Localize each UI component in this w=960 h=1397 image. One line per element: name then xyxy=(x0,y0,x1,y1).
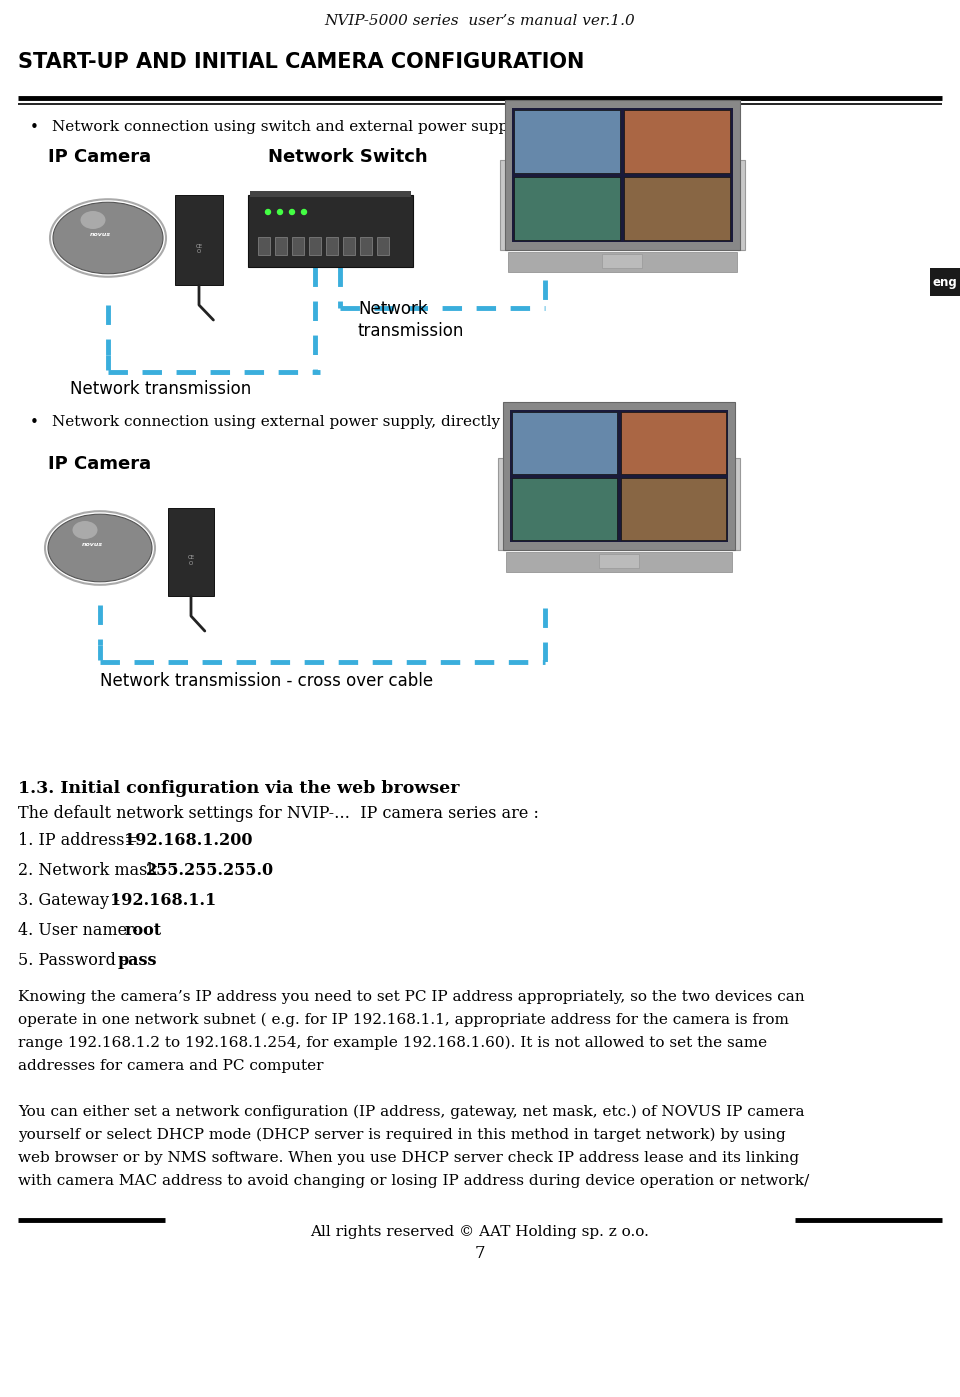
Text: 192.168.1.200: 192.168.1.200 xyxy=(125,833,253,849)
Bar xyxy=(248,196,413,267)
Text: All rights reserved © AAT Holding sp. z o.o.: All rights reserved © AAT Holding sp. z … xyxy=(311,1225,649,1239)
Text: Network Switch: Network Switch xyxy=(268,148,427,166)
Text: Knowing the camera’s IP address you need to set PC IP address appropriately, so : Knowing the camera’s IP address you need… xyxy=(18,990,804,1004)
Ellipse shape xyxy=(81,211,106,229)
Text: 255.255.255.0: 255.255.255.0 xyxy=(146,862,274,879)
Text: Network
transmission: Network transmission xyxy=(358,300,465,341)
Bar xyxy=(506,552,732,571)
Bar xyxy=(599,555,639,569)
Text: operate in one network subnet ( e.g. for IP 192.168.1.1, appropriate address for: operate in one network subnet ( e.g. for… xyxy=(18,1013,789,1027)
Text: CE
O: CE O xyxy=(187,556,195,566)
Text: novus: novus xyxy=(89,232,110,237)
Bar xyxy=(326,237,338,256)
Bar xyxy=(512,412,617,474)
Text: The default network settings for NVIP-…  IP camera series are :: The default network settings for NVIP-… … xyxy=(18,805,539,821)
Text: 4. User name -: 4. User name - xyxy=(18,922,143,939)
Text: •: • xyxy=(30,120,38,136)
Bar xyxy=(309,237,321,256)
Bar xyxy=(168,509,214,597)
Circle shape xyxy=(301,210,306,215)
Text: IP Camera: IP Camera xyxy=(48,455,151,474)
Text: •: • xyxy=(30,415,38,430)
Bar xyxy=(514,110,620,173)
Bar xyxy=(292,237,304,256)
Text: web browser or by NMS software. When you use DHCP server check IP address lease : web browser or by NMS software. When you… xyxy=(18,1151,799,1165)
Circle shape xyxy=(277,210,282,215)
Text: novus: novus xyxy=(82,542,103,548)
Ellipse shape xyxy=(73,521,98,539)
Text: 2. Network mask -: 2. Network mask - xyxy=(18,862,173,879)
Bar xyxy=(275,237,287,256)
Text: Computer: Computer xyxy=(612,455,711,474)
Bar xyxy=(343,237,355,256)
Bar xyxy=(624,110,730,173)
Bar xyxy=(250,191,411,197)
Text: CE
O: CE O xyxy=(196,243,203,254)
Text: eng: eng xyxy=(932,277,957,289)
Text: Computer: Computer xyxy=(612,148,711,166)
Bar xyxy=(70,542,130,557)
Polygon shape xyxy=(503,402,735,550)
Text: yourself or select DHCP mode (DHCP server is required in this method in target n: yourself or select DHCP mode (DHCP serve… xyxy=(18,1127,785,1143)
Bar xyxy=(508,251,737,272)
Ellipse shape xyxy=(53,203,163,274)
Circle shape xyxy=(290,210,295,215)
Text: START-UP AND INITIAL CAMERA CONFIGURATION: START-UP AND INITIAL CAMERA CONFIGURATIO… xyxy=(18,52,585,73)
Bar xyxy=(78,232,138,249)
Bar xyxy=(510,409,728,542)
Bar xyxy=(512,478,617,541)
Text: Network connection using switch and external power supply.: Network connection using switch and exte… xyxy=(52,120,524,134)
Ellipse shape xyxy=(48,514,152,581)
Bar xyxy=(514,177,620,240)
Text: NVIP-5000 series  user’s manual ver.1.0: NVIP-5000 series user’s manual ver.1.0 xyxy=(324,14,636,28)
Bar xyxy=(621,478,726,541)
Bar xyxy=(360,237,372,256)
Bar xyxy=(602,254,642,268)
Bar xyxy=(258,237,270,256)
Text: pass: pass xyxy=(117,951,156,970)
Bar xyxy=(930,268,960,296)
Bar xyxy=(624,177,730,240)
Bar xyxy=(500,161,745,250)
Bar xyxy=(498,458,740,550)
Text: 1.3. Initial configuration via the web browser: 1.3. Initial configuration via the web b… xyxy=(18,780,460,798)
Bar xyxy=(175,196,223,285)
Text: 1. IP address=: 1. IP address= xyxy=(18,833,143,849)
Text: You can either set a network configuration (IP address, gateway, net mask, etc.): You can either set a network configurati… xyxy=(18,1105,804,1119)
Bar xyxy=(621,412,726,474)
Bar xyxy=(377,237,389,256)
Bar xyxy=(512,108,733,242)
Circle shape xyxy=(266,210,271,215)
Text: 7: 7 xyxy=(474,1245,486,1261)
Text: addresses for camera and PC computer: addresses for camera and PC computer xyxy=(18,1059,324,1073)
Text: 3. Gateway -: 3. Gateway - xyxy=(18,893,125,909)
Text: root: root xyxy=(125,922,161,939)
Text: 5. Password -: 5. Password - xyxy=(18,951,132,970)
Text: range 192.168.1.2 to 192.168.1.254, for example 192.168.1.60). It is not allowed: range 192.168.1.2 to 192.168.1.254, for … xyxy=(18,1037,767,1051)
Text: Network connection using external power supply, directly to the computer.: Network connection using external power … xyxy=(52,415,633,429)
Text: with camera MAC address to avoid changing or losing IP address during device ope: with camera MAC address to avoid changin… xyxy=(18,1173,809,1187)
Text: 192.168.1.1: 192.168.1.1 xyxy=(110,893,217,909)
Polygon shape xyxy=(505,101,740,250)
Text: Network transmission - cross over cable: Network transmission - cross over cable xyxy=(100,672,433,690)
Text: Network transmission: Network transmission xyxy=(70,380,252,398)
Text: IP Camera: IP Camera xyxy=(48,148,151,166)
